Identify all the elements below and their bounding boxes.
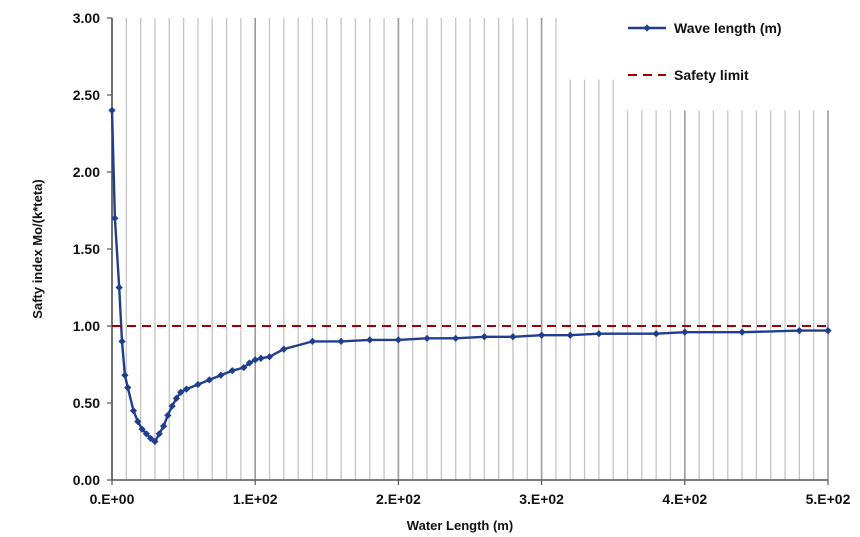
x-axis-title: Water Length (m): [407, 518, 513, 533]
data-point: [251, 356, 259, 364]
y-tick-label: 0.00: [73, 472, 100, 488]
data-point: [108, 106, 116, 114]
data-point: [205, 376, 213, 384]
data-point: [159, 422, 168, 430]
data-point: [452, 334, 460, 342]
data-point: [228, 367, 236, 375]
data-point: [164, 411, 172, 419]
data-point: [155, 430, 163, 438]
x-tick-label: 0.E+00: [90, 491, 135, 507]
y-tick-label: 1.50: [73, 241, 100, 257]
y-tick-label: 2.00: [73, 164, 100, 180]
legend: Wave length (m) Safety limit: [618, 8, 830, 98]
data-point: [217, 371, 225, 379]
data-point: [138, 425, 146, 433]
data-point: [240, 363, 248, 372]
data-point: [121, 371, 129, 379]
data-point: [394, 336, 402, 344]
vertical-gridlines: [111, 18, 829, 480]
data-point: [142, 430, 150, 438]
series-markers: [108, 106, 832, 446]
legend-marker-wave-length: [643, 24, 651, 32]
data-point: [245, 359, 254, 367]
data-point: [257, 354, 265, 362]
data-point: [795, 327, 803, 335]
y-tick-label: 1.00: [73, 318, 100, 334]
data-point: [118, 337, 126, 345]
data-point: [280, 345, 288, 353]
data-point: [182, 385, 191, 393]
data-point: [147, 434, 155, 443]
y-axis-title: Safty index Mo/(k*teta): [30, 179, 45, 318]
data-point: [595, 330, 603, 338]
x-tick-label: 3.E+02: [519, 491, 564, 507]
data-point: [652, 330, 660, 338]
data-point: [538, 331, 546, 339]
data-point: [423, 334, 431, 342]
data-point: [681, 328, 689, 336]
y-tick-label: 3.00: [73, 10, 100, 26]
data-point: [509, 333, 517, 341]
y-tick-label: 0.50: [73, 395, 100, 411]
data-point: [265, 353, 274, 361]
data-point: [124, 384, 132, 392]
data-point: [366, 336, 374, 344]
data-point: [151, 437, 159, 446]
data-point: [129, 407, 138, 415]
x-tick-label: 4.E+02: [662, 491, 707, 507]
data-point: [177, 388, 185, 396]
data-point: [308, 337, 317, 345]
y-tick-labels: 0.00 0.50 1.00 1.50 2.00 2.50 3.00: [73, 10, 112, 488]
data-point: [824, 327, 832, 335]
data-point: [115, 283, 123, 292]
y-tick-label: 2.50: [73, 87, 100, 103]
x-tick-labels: 0.E+00 1.E+02 2.E+02 3.E+02 4.E+02 5.E+02: [90, 480, 851, 507]
data-point: [168, 402, 176, 410]
legend-label-safety-limit: Safety limit: [674, 67, 749, 83]
legend-background: [618, 8, 830, 98]
data-point: [172, 394, 181, 402]
data-point: [480, 333, 488, 341]
legend-label-wave-length: Wave length (m): [674, 20, 782, 36]
data-point: [738, 328, 746, 336]
x-tick-label: 2.E+02: [376, 491, 421, 507]
data-point: [111, 214, 119, 222]
data-point: [194, 380, 202, 389]
data-point: [337, 337, 345, 345]
data-point: [566, 331, 574, 339]
x-tick-label: 1.E+02: [233, 491, 278, 507]
x-tick-label: 5.E+02: [806, 491, 851, 507]
data-point: [134, 417, 142, 426]
